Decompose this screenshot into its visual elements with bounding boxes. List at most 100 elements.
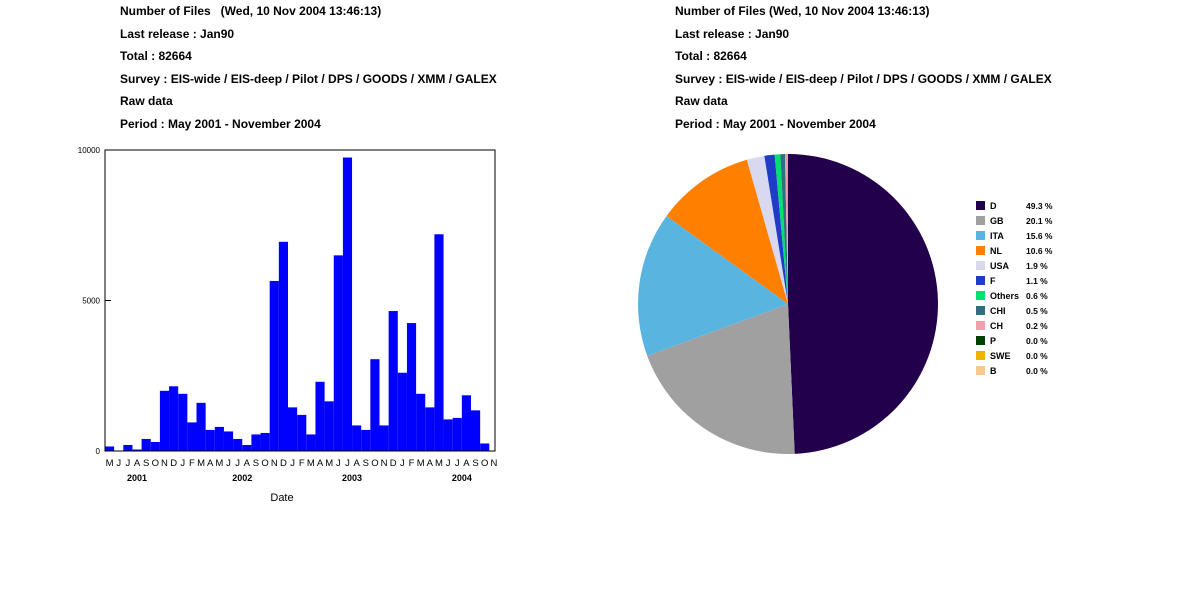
legend-label: SWE xyxy=(990,351,1011,361)
bar xyxy=(132,449,142,451)
x-tick-label: M xyxy=(435,458,443,469)
x-tick-label: D xyxy=(390,458,397,469)
x-tick-label: N xyxy=(490,458,497,469)
bar xyxy=(159,390,170,451)
legend-swatch xyxy=(976,306,985,315)
x-tick-label: A xyxy=(427,458,434,469)
pie-slice-chi xyxy=(780,154,788,304)
legend-swatch xyxy=(976,351,985,360)
bar xyxy=(141,438,151,451)
legend-percent: 0.0 % xyxy=(1026,351,1048,361)
period-text: Period : May 2001 - November 2004 xyxy=(675,116,876,131)
legend-percent: 49.3 % xyxy=(1026,201,1053,211)
legend-swatch xyxy=(976,246,985,255)
x-tick-label: A xyxy=(353,458,360,469)
year-label: 2002 xyxy=(232,473,252,483)
legend-percent: 20.1 % xyxy=(1026,216,1053,226)
bar xyxy=(251,434,261,451)
x-tick-label: A xyxy=(463,458,470,469)
legend-percent: 0.5 % xyxy=(1026,306,1048,316)
bar xyxy=(416,393,426,451)
bar xyxy=(178,393,188,451)
x-tick-label: M xyxy=(325,458,333,469)
period-text: Period : May 2001 - November 2004 xyxy=(120,116,321,131)
x-tick-label: J xyxy=(455,458,460,469)
bar xyxy=(260,432,270,451)
legend-label: GB xyxy=(990,216,1004,226)
bar xyxy=(214,426,224,451)
x-tick-label: N xyxy=(161,458,168,469)
x-tick-label: O xyxy=(152,458,159,469)
year-label: 2004 xyxy=(452,473,472,483)
chart-title: Number of Files (Wed, 10 Nov 2004 13:46:… xyxy=(675,4,930,18)
legend-swatch xyxy=(976,321,985,330)
pie-slice-p xyxy=(786,153,788,304)
legend-label: CH xyxy=(990,321,1003,331)
bar xyxy=(223,431,234,451)
data-type-text: Raw data xyxy=(120,94,173,109)
legend-swatch xyxy=(976,261,985,270)
legend-swatch xyxy=(976,216,985,225)
x-tick-label: M xyxy=(106,458,114,469)
x-tick-label: S xyxy=(472,458,478,469)
pie-slice-ch xyxy=(784,154,788,304)
y-tick-label: 5000 xyxy=(82,297,100,306)
x-tick-label: D xyxy=(280,458,287,469)
pie-slice-nl xyxy=(666,159,788,304)
x-tick-label: J xyxy=(235,458,240,469)
legend-label: USA xyxy=(990,261,1010,271)
data-type-text: Raw data xyxy=(675,94,728,109)
bar xyxy=(288,407,298,451)
bar xyxy=(370,359,380,451)
x-axis-label: Date xyxy=(270,492,293,504)
bar xyxy=(406,323,417,451)
x-tick-label: J xyxy=(345,458,350,469)
legend-swatch xyxy=(976,336,985,345)
bar xyxy=(123,444,133,451)
left-chart-header: Number of Files (Wed, 10 Nov 2004 13:46:… xyxy=(120,0,497,136)
bar xyxy=(352,425,362,451)
x-tick-label: O xyxy=(371,458,378,469)
x-tick-label: N xyxy=(381,458,388,469)
pie-slice-others xyxy=(774,154,788,304)
x-tick-label: J xyxy=(400,458,405,469)
bar xyxy=(324,401,334,451)
bar xyxy=(388,311,398,451)
bar-layer xyxy=(105,157,490,451)
x-tick-label: A xyxy=(134,458,141,469)
legend-swatch xyxy=(976,276,985,285)
legend-label: B xyxy=(990,366,997,376)
bar xyxy=(434,234,444,451)
x-tick-label: S xyxy=(143,458,149,469)
bar xyxy=(187,422,197,451)
x-tick-label: M xyxy=(417,458,425,469)
x-tick-label: J xyxy=(116,458,121,469)
x-tick-label: J xyxy=(336,458,341,469)
legend-swatch xyxy=(976,366,985,375)
x-tick-label: J xyxy=(226,458,231,469)
survey-text: Survey : EIS-wide / EIS-deep / Pilot / D… xyxy=(675,71,1052,86)
bar xyxy=(471,410,481,451)
bar xyxy=(150,441,160,451)
pie-legend: D 49.3 % GB 20.1 % ITA 15.6 % NL 10.6 % USA 1.9 %… xyxy=(976,201,1053,376)
legend-swatch xyxy=(976,231,985,240)
legend-label: ITA xyxy=(990,231,1004,241)
legend-label: NL xyxy=(990,246,1002,256)
x-tick-label: M xyxy=(197,458,205,469)
bar xyxy=(361,429,371,451)
legend-swatch xyxy=(976,201,985,210)
total-text: Total : 82664 xyxy=(675,49,747,64)
legend-percent: 15.6 % xyxy=(1026,231,1053,241)
x-tick-label: J xyxy=(290,458,295,469)
bar xyxy=(333,255,343,451)
bar xyxy=(169,386,179,451)
x-tick-label: F xyxy=(299,458,305,469)
total-text: Total : 82664 xyxy=(120,49,192,64)
y-tick-label: 10000 xyxy=(78,146,101,155)
pie-slice-swe xyxy=(787,153,788,304)
bar xyxy=(315,381,325,451)
year-label: 2001 xyxy=(127,473,147,483)
